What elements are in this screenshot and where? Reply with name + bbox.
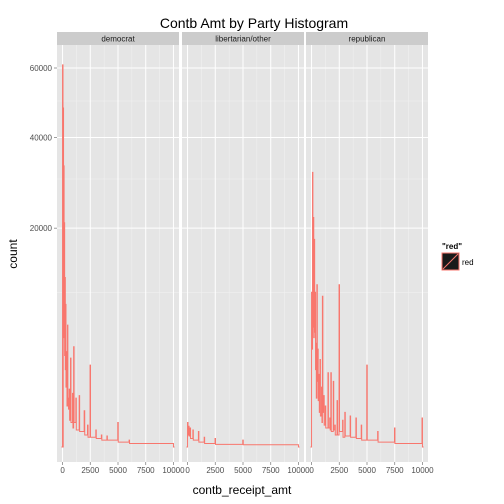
x-tick-label: 10000 (162, 466, 185, 475)
y-tick-label: 60000 (30, 64, 53, 73)
histogram-line (186, 422, 300, 448)
x-axis-title: contb_receipt_amt (193, 483, 292, 497)
x-tick-label: 2500 (330, 466, 348, 475)
x-tick-label: 0 (60, 466, 65, 475)
x-tick-label: 2500 (206, 466, 224, 475)
y-axis: 20000 40000 60000 (30, 64, 57, 233)
legend-title: "red" (442, 242, 462, 251)
facet-panel: democrat 0 2500 5000 7500 10000 (57, 32, 185, 475)
legend: "red" red (441, 242, 474, 271)
y-tick-label: 20000 (30, 224, 53, 233)
x-tick-label: 10000 (287, 466, 310, 475)
facet-strip-label: libertarian/other (215, 35, 271, 44)
y-axis-title: count (6, 239, 20, 269)
chart-title: Contb Amt by Party Histogram (160, 15, 348, 31)
x-tick-label: 5000 (109, 466, 127, 475)
x-tick-label: 2500 (81, 466, 99, 475)
legend-label: red (462, 258, 474, 267)
legend-key-line (442, 253, 459, 270)
x-tick-label: 7500 (262, 466, 280, 475)
x-tick-label: 0 (185, 466, 190, 475)
facet-panel: libertarian/other 0 2500 5000 7500 10000 (182, 32, 310, 475)
x-tick-label: 0 (309, 466, 314, 475)
facet-strip-label: democrat (101, 35, 135, 44)
x-tick-label: 5000 (234, 466, 252, 475)
histogram-line (310, 171, 424, 448)
x-tick-label: 7500 (137, 466, 155, 475)
x-tick-label: 10000 (411, 466, 434, 475)
x-tick-label: 5000 (358, 466, 376, 475)
y-tick-label: 40000 (30, 134, 53, 143)
facet-strip-label: republican (349, 35, 386, 44)
x-tick-label: 7500 (386, 466, 404, 475)
facet-strip (57, 32, 179, 45)
facet-panel: republican 0 2500 5000 7500 10000 (306, 32, 434, 475)
facet-strip (306, 32, 428, 45)
facet-strip (182, 32, 304, 45)
histogram-line (61, 64, 175, 448)
